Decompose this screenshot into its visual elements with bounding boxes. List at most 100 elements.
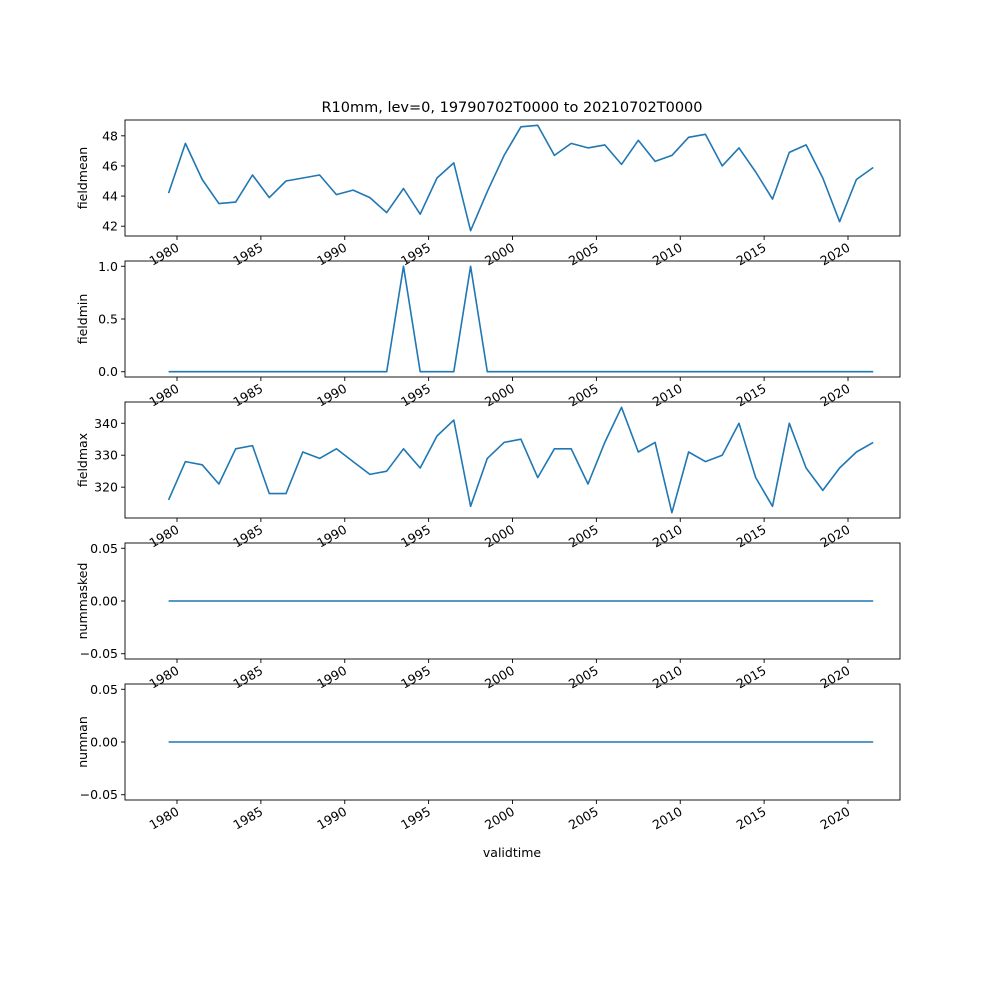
data-point [503,154,505,156]
data-point [855,371,857,373]
data-point [352,600,354,602]
data-point [654,741,656,743]
y-tick-label: 330 [94,448,118,463]
x-tick-label: 2020 [817,381,852,410]
data-point [453,419,455,421]
data-point [620,163,622,165]
x-tick-label: 1995 [398,663,433,692]
data-point [587,600,589,602]
y-tick-label: 46 [102,158,118,173]
data-point [704,741,706,743]
data-point [620,371,622,373]
data-point [469,741,471,743]
data-point [469,230,471,232]
x-tick-label: 2005 [566,663,601,692]
data-point [419,467,421,469]
y-axis-label: fieldmax [75,433,90,487]
data-point [201,178,203,180]
data-point [520,741,522,743]
data-point [436,371,438,373]
data-point [167,192,169,194]
data-point [553,371,555,373]
data-point [453,600,455,602]
data-point [604,144,606,146]
data-point [805,467,807,469]
x-tick-label: 2010 [650,804,685,833]
subplot-stack: 42 44 46 48 fieldmean 1980 1985 1990 1995 2000 200… [75,119,901,833]
data-point [587,371,589,373]
x-tick-label: 1980 [146,804,181,833]
data-point [184,741,186,743]
data-point [335,448,337,450]
data-point [620,741,622,743]
y-tick-label: −0.05 [80,787,118,802]
y-tick-label: 0.5 [98,312,118,327]
data-point [436,600,438,602]
data-point [687,136,689,138]
data-point [302,741,304,743]
data-point [235,741,237,743]
subplot-fieldmax: 320 330 340 fieldmax 1980 1985 1990 1995 2000 200… [75,401,901,551]
data-point [788,600,790,602]
data-point [503,371,505,373]
data-point [402,600,404,602]
data-point [637,600,639,602]
data-point [553,741,555,743]
data-point [553,154,555,156]
data-point [755,371,757,373]
data-point [453,162,455,164]
data-point [721,454,723,456]
data-point [268,196,270,198]
y-tick-label: 340 [94,416,118,431]
data-point [369,741,371,743]
data-point [570,142,572,144]
x-tick-label: 2010 [650,381,685,410]
y-tick-label: 0.0 [98,364,118,379]
data-point [654,160,656,162]
data-point [184,371,186,373]
x-tick-label: 1990 [314,522,349,551]
data-point [805,741,807,743]
data-point [318,741,320,743]
x-tick-label: 2010 [650,240,685,269]
y-tick-label: 1.0 [98,259,118,274]
data-point [436,741,438,743]
data-point [520,371,522,373]
data-point [704,371,706,373]
subplot-numnan: −0.05 0.00 0.05 numnan 1980 1985 1990 1995 2000 2… [75,682,901,833]
data-point [318,371,320,373]
x-tick-label: 1980 [146,240,181,269]
data-point [469,600,471,602]
data-point [587,147,589,149]
axes-frame [124,119,901,237]
data-point [335,600,337,602]
data-point [704,133,706,135]
data-point [419,600,421,602]
series-line-fieldmax [167,406,874,514]
data-point [872,371,874,373]
x-tick-label: 1990 [314,240,349,269]
data-point [235,371,237,373]
y-tick-label: 0.00 [90,735,118,750]
data-point [251,741,253,743]
data-point [469,505,471,507]
y-tick-label: 48 [102,128,118,143]
y-tick-label: 320 [94,480,118,495]
y-tick-label: 44 [102,189,118,204]
data-point [167,371,169,373]
x-tick-label: 2000 [482,804,517,833]
data-point [822,371,824,373]
data-point [872,741,874,743]
data-point [788,151,790,153]
data-point [687,371,689,373]
x-tick-label: 1985 [230,381,265,410]
data-point [402,187,404,189]
data-point [822,489,824,491]
data-point [587,483,589,485]
data-point [302,600,304,602]
data-point [755,741,757,743]
data-point [838,741,840,743]
data-point [184,142,186,144]
